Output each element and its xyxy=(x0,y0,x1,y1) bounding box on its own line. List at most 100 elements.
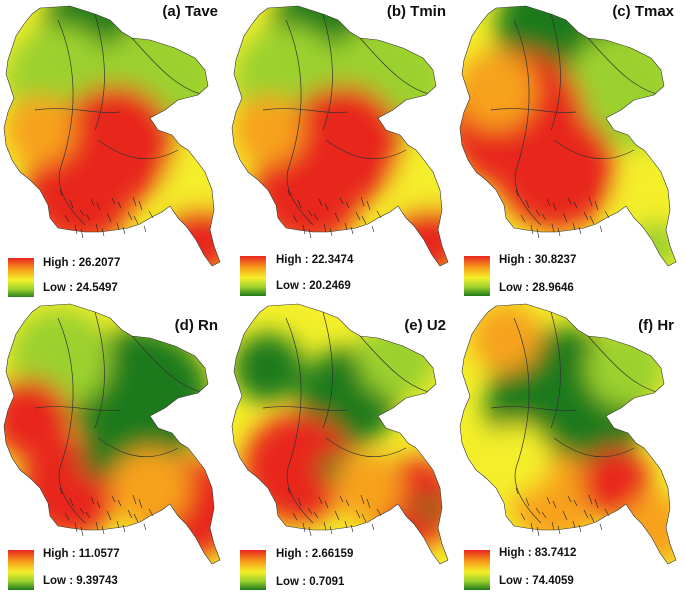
division-boundary xyxy=(490,108,577,113)
delta-channel xyxy=(292,214,298,223)
delta-channel xyxy=(64,512,70,521)
division-boundary xyxy=(359,335,434,394)
delta-channel xyxy=(133,513,139,523)
map-rn xyxy=(3,303,221,565)
delta-channel xyxy=(551,521,555,531)
delta-channel xyxy=(106,510,112,521)
delta-channel xyxy=(557,227,561,237)
delta-channel xyxy=(79,209,85,217)
delta-channel xyxy=(127,509,133,519)
division-boundary xyxy=(490,406,577,411)
panel-title-tmin: (b) Tmin xyxy=(386,3,446,20)
delta-channel xyxy=(588,494,593,505)
division-boundary xyxy=(587,37,662,96)
country-outline xyxy=(231,303,449,565)
legend-high-tmin: High : 22.3474 xyxy=(276,254,354,266)
delta-channel xyxy=(79,507,85,515)
legend-low-rn: Low : 9.39743 xyxy=(43,575,118,587)
delta-channel xyxy=(132,494,137,505)
delta-channel xyxy=(573,499,578,507)
division-boundary xyxy=(550,311,561,429)
delta-channel xyxy=(329,525,333,535)
surface-blob xyxy=(393,205,448,266)
delta-channel xyxy=(578,226,582,235)
delta-channel xyxy=(536,526,540,537)
delta-channel xyxy=(562,510,568,521)
delta-channel xyxy=(515,189,519,197)
delta-channel xyxy=(307,209,313,217)
delta-channel xyxy=(117,499,122,507)
delta-channel xyxy=(334,212,340,223)
division-boundary xyxy=(359,37,434,96)
delta-channel xyxy=(127,211,133,221)
delta-channel xyxy=(318,198,323,207)
delta-channel xyxy=(111,197,116,205)
surface-blob xyxy=(233,95,303,165)
legend-low-tmin: Low : 20.2469 xyxy=(276,280,351,292)
division-boundary xyxy=(285,19,314,226)
delta-channel xyxy=(355,211,361,221)
delta-channel xyxy=(69,497,74,507)
division-boundary xyxy=(34,108,121,113)
delta-channel xyxy=(546,496,551,505)
panel-hr: (f) Hr High : 83.7412 Low : 74.4059 xyxy=(456,298,684,595)
panel-u2: (e) U2 High : 2.66159 Low : 0.7091 xyxy=(228,298,456,595)
legend-ramp-hr xyxy=(464,550,490,590)
delta-channel xyxy=(122,524,126,533)
delta-channel xyxy=(515,487,519,495)
map-tave xyxy=(3,5,221,267)
delta-channel xyxy=(594,498,599,509)
delta-channel xyxy=(116,222,120,231)
delta-channel xyxy=(323,223,327,233)
division-boundary xyxy=(97,437,179,458)
delta-channel xyxy=(552,500,557,509)
delta-channel xyxy=(567,197,572,205)
delta-channel xyxy=(552,202,557,211)
surface-blob xyxy=(5,95,75,165)
country-outline xyxy=(231,5,449,267)
delta-channel xyxy=(324,500,329,509)
delta-channel xyxy=(361,215,367,225)
delta-channel xyxy=(599,225,603,233)
delta-channel xyxy=(318,496,323,505)
delta-channel xyxy=(525,497,530,507)
legend-high-rn: High : 11.0577 xyxy=(43,548,120,560)
map-surface xyxy=(460,6,676,266)
panel-title-tmax: (c) Tmax xyxy=(612,3,674,20)
legend-ramp-tave xyxy=(8,258,34,297)
legend-low-tave: Low : 24.5497 xyxy=(43,282,118,294)
delta-channel xyxy=(530,224,534,235)
map-surface xyxy=(4,6,220,266)
surface-blob xyxy=(233,333,303,403)
delta-channel xyxy=(350,524,354,533)
legend-high-tave: High : 26.2077 xyxy=(43,257,121,269)
delta-channel xyxy=(360,196,365,207)
panel-title-u2: (e) U2 xyxy=(404,317,446,334)
delta-channel xyxy=(287,189,291,197)
delta-channel xyxy=(95,223,99,233)
surface-blob xyxy=(471,304,541,373)
delta-channel xyxy=(536,228,540,239)
division-boundary xyxy=(285,317,314,524)
map-tmin xyxy=(231,5,449,267)
delta-channel xyxy=(96,202,101,211)
map-hr xyxy=(459,303,677,565)
delta-channel xyxy=(583,509,589,519)
delta-channel xyxy=(366,200,371,211)
delta-channel xyxy=(599,523,603,531)
division-boundary xyxy=(262,108,349,113)
delta-channel xyxy=(530,522,534,533)
delta-channel xyxy=(573,201,578,209)
delta-channel xyxy=(143,523,147,531)
delta-channel xyxy=(535,209,541,217)
surface-blob xyxy=(481,423,551,493)
delta-channel xyxy=(101,525,105,535)
surface-blob xyxy=(416,496,440,520)
country-outline xyxy=(459,303,677,565)
delta-channel xyxy=(90,198,95,207)
delta-channel xyxy=(345,201,350,209)
delta-channel xyxy=(572,520,576,529)
legend-high-hr: High : 83.7412 xyxy=(499,547,577,559)
division-boundary xyxy=(553,437,635,458)
division-boundary xyxy=(325,437,407,458)
